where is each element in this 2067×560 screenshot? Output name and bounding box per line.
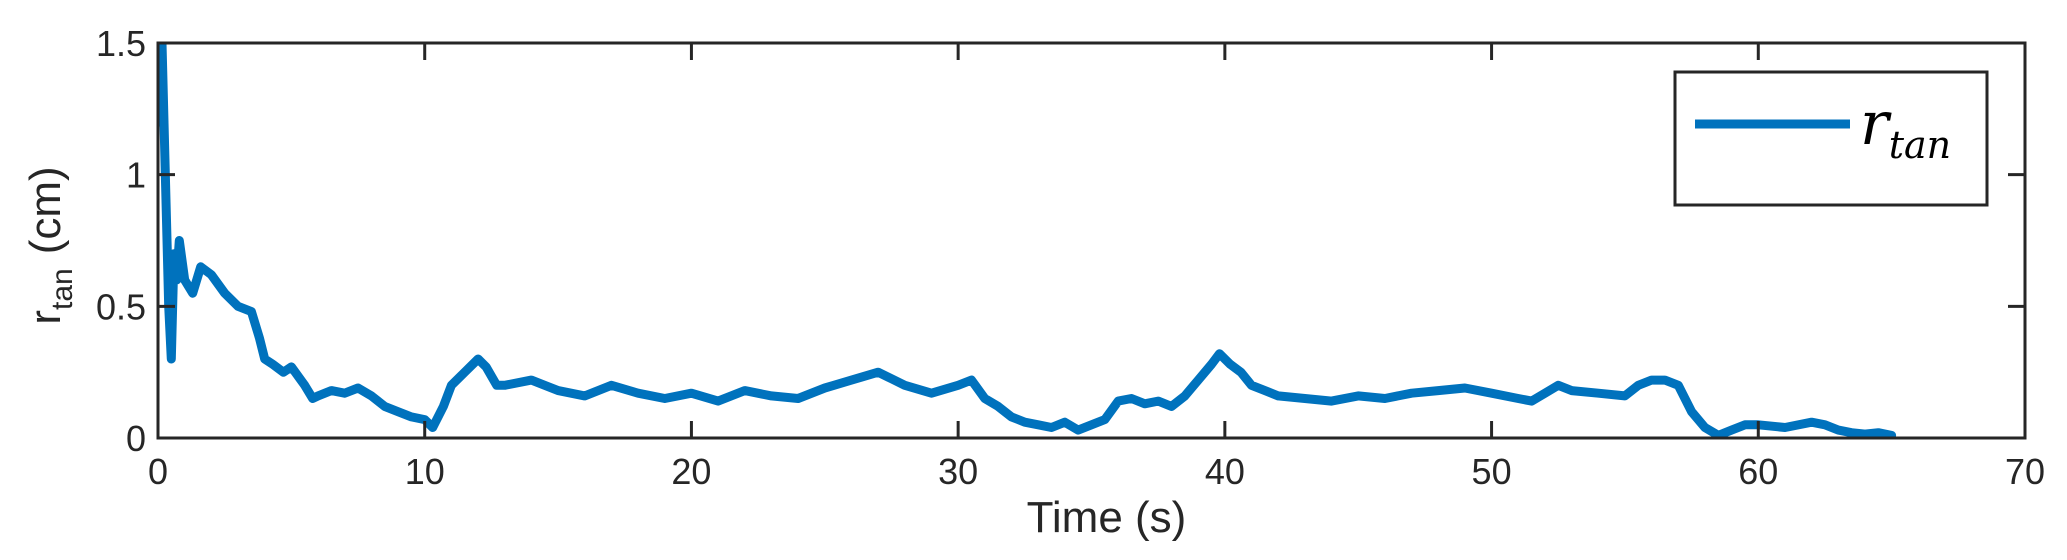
x-tick-label: 0: [148, 451, 168, 492]
x-axis-label: Time (s): [1027, 493, 1187, 542]
x-tick-label: 40: [1205, 451, 1245, 492]
y-tick-labels: 0 0.5 1 1.5: [96, 23, 146, 459]
plot-area: [158, 43, 1897, 438]
legend-box: [1673, 70, 1989, 207]
x-tick-label: 60: [1738, 451, 1778, 492]
x-tick-label: 70: [2005, 451, 2045, 492]
legend-label-main: r: [1860, 89, 1892, 159]
x-tick-label: 20: [671, 451, 711, 492]
y-axis-label-sub: tan: [46, 268, 79, 310]
legend-label: rtan: [1860, 89, 1951, 167]
y-axis-label: rtan (cm): [21, 166, 79, 324]
axes-box: [156, 41, 2027, 440]
legend-label-sub: tan: [1889, 123, 1951, 167]
y-tick-label: 0: [126, 418, 146, 459]
y-axis-label-unit: (cm): [21, 166, 70, 254]
y-axis-label-main: r: [21, 310, 70, 325]
y-tick-label: 1: [126, 155, 146, 196]
series-line-0: [158, 43, 1897, 438]
axis-ticks: [156, 41, 2027, 440]
y-tick-label: 1.5: [96, 23, 146, 64]
x-tick-label: 30: [938, 451, 978, 492]
legend: rtan: [1673, 70, 1989, 207]
x-tick-label: 10: [405, 451, 445, 492]
x-tick-label: 50: [1472, 451, 1512, 492]
x-tick-labels: 0 10 20 30 40 50 60 70: [148, 451, 2045, 492]
y-tick-label: 0.5: [96, 286, 146, 327]
